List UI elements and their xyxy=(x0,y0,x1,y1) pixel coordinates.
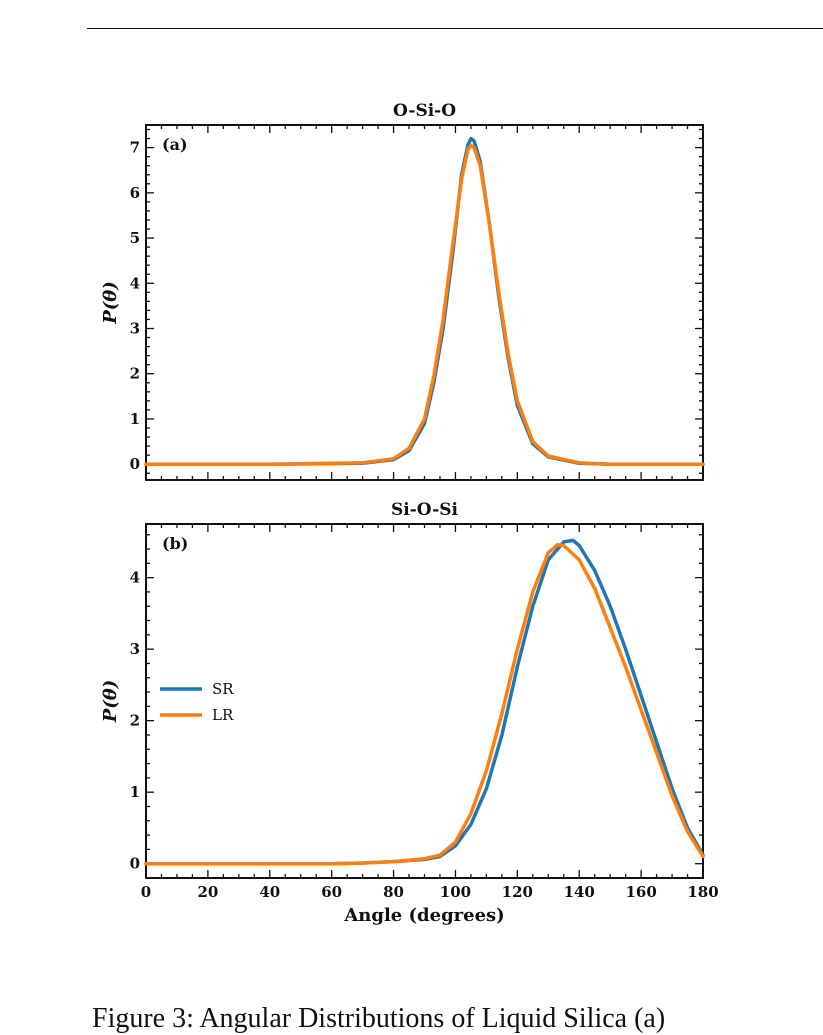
panel-b-x-axis-label: Angle (degrees) xyxy=(343,905,504,926)
panel-b-x-tick-label: 80 xyxy=(383,883,404,901)
panel-b-x-tick-label: 0 xyxy=(141,883,151,901)
panel-b-y-tick-label: 2 xyxy=(130,712,140,730)
panel-b-y-tick-label: 1 xyxy=(130,783,140,801)
legend-label-sr: SR xyxy=(212,680,234,698)
panel-a-y-tick-label: 1 xyxy=(130,410,140,428)
panel-b-x-tick-label: 160 xyxy=(625,883,656,901)
panel-b-x-tick-label: 140 xyxy=(564,883,595,901)
top-rule xyxy=(87,28,823,29)
panel-b-series-lr-line xyxy=(144,542,705,866)
panel-b-x-tick-label: 100 xyxy=(440,883,471,901)
panel-a-y-tick-label: 4 xyxy=(130,274,140,292)
panel-a-y-axis-label: P(θ) xyxy=(100,281,121,325)
panel-a-y-tick-label: 2 xyxy=(130,365,140,383)
panel-b-y-axis-label: P(θ) xyxy=(100,680,121,724)
panel-b-x-tick-label: 180 xyxy=(687,883,718,901)
panel-b-series-sr-line xyxy=(144,538,705,866)
legend-label-lr: LR xyxy=(212,706,234,724)
panel-a-chart: 0 1 2 3 4 5 6 7 O-Si-O (a) P(θ) xyxy=(100,101,705,481)
panel-a-y-tick-label: 3 xyxy=(130,320,140,338)
panel-b-x-tick-label: 60 xyxy=(321,883,342,901)
panel-b-y-tick-label: 0 xyxy=(130,855,140,873)
panel-a-series-lr-line xyxy=(144,143,705,466)
panel-a-y-tick-label: 6 xyxy=(130,184,140,202)
panel-a-y-tick-label: 7 xyxy=(130,139,140,157)
panel-b-x-tick-label: 20 xyxy=(197,883,218,901)
panel-a-label: (a) xyxy=(162,135,188,154)
panel-a-y-tick-label: 5 xyxy=(130,229,140,247)
panel-b-x-tick-label: 120 xyxy=(502,883,533,901)
panel-b-title: Si-O-Si xyxy=(391,500,459,520)
panel-b-y-tick-label: 3 xyxy=(130,640,140,658)
panel-a-title: O-Si-O xyxy=(393,101,456,121)
panel-b-frame xyxy=(145,523,704,879)
panel-b-label: (b) xyxy=(162,534,188,553)
figure-caption: Figure 3: Angular Distributions of Liqui… xyxy=(92,1003,666,1034)
panel-b-y-tick-label: 4 xyxy=(130,569,140,587)
panel-a-y-tick-label: 0 xyxy=(130,455,140,473)
panel-b-x-tick-label: 40 xyxy=(259,883,280,901)
